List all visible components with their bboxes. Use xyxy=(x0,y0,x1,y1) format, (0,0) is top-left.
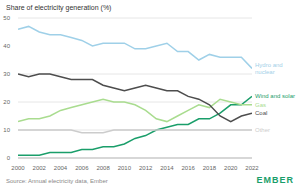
svg-text:Gas: Gas xyxy=(255,102,266,108)
svg-text:50: 50 xyxy=(8,15,11,21)
svg-text:Other: Other xyxy=(255,127,270,133)
svg-text:2020: 2020 xyxy=(224,165,238,171)
svg-text:30: 30 xyxy=(8,71,11,77)
svg-text:0: 0 xyxy=(8,155,11,161)
svg-text:2000: 2000 xyxy=(11,165,25,171)
svg-text:20: 20 xyxy=(8,99,11,105)
svg-text:2006: 2006 xyxy=(75,165,89,171)
svg-text:Hydro andnuclear: Hydro andnuclear xyxy=(255,62,283,75)
svg-text:2004: 2004 xyxy=(54,165,68,171)
svg-text:10: 10 xyxy=(8,127,11,133)
svg-text:2014: 2014 xyxy=(160,165,174,171)
svg-text:Coal: Coal xyxy=(255,110,267,116)
html-text:Source: Annual electricity dat: Source: Annual electricity data, Ember xyxy=(6,178,108,184)
svg-text:2010: 2010 xyxy=(118,165,132,171)
svg-text:40: 40 xyxy=(8,43,11,49)
svg-text:Wind and solar: Wind and solar xyxy=(255,93,292,99)
svg-text:2002: 2002 xyxy=(33,165,47,171)
svg-text:2018: 2018 xyxy=(203,165,217,171)
svg-text:2022: 2022 xyxy=(245,165,259,171)
svg-text:2016: 2016 xyxy=(182,165,196,171)
html-text:Share of electricity generatio: Share of electricity generation (%) xyxy=(6,4,112,11)
html-text:EMBER: EMBER xyxy=(256,175,294,185)
svg-text:2012: 2012 xyxy=(139,165,153,171)
svg-text:2008: 2008 xyxy=(96,165,110,171)
